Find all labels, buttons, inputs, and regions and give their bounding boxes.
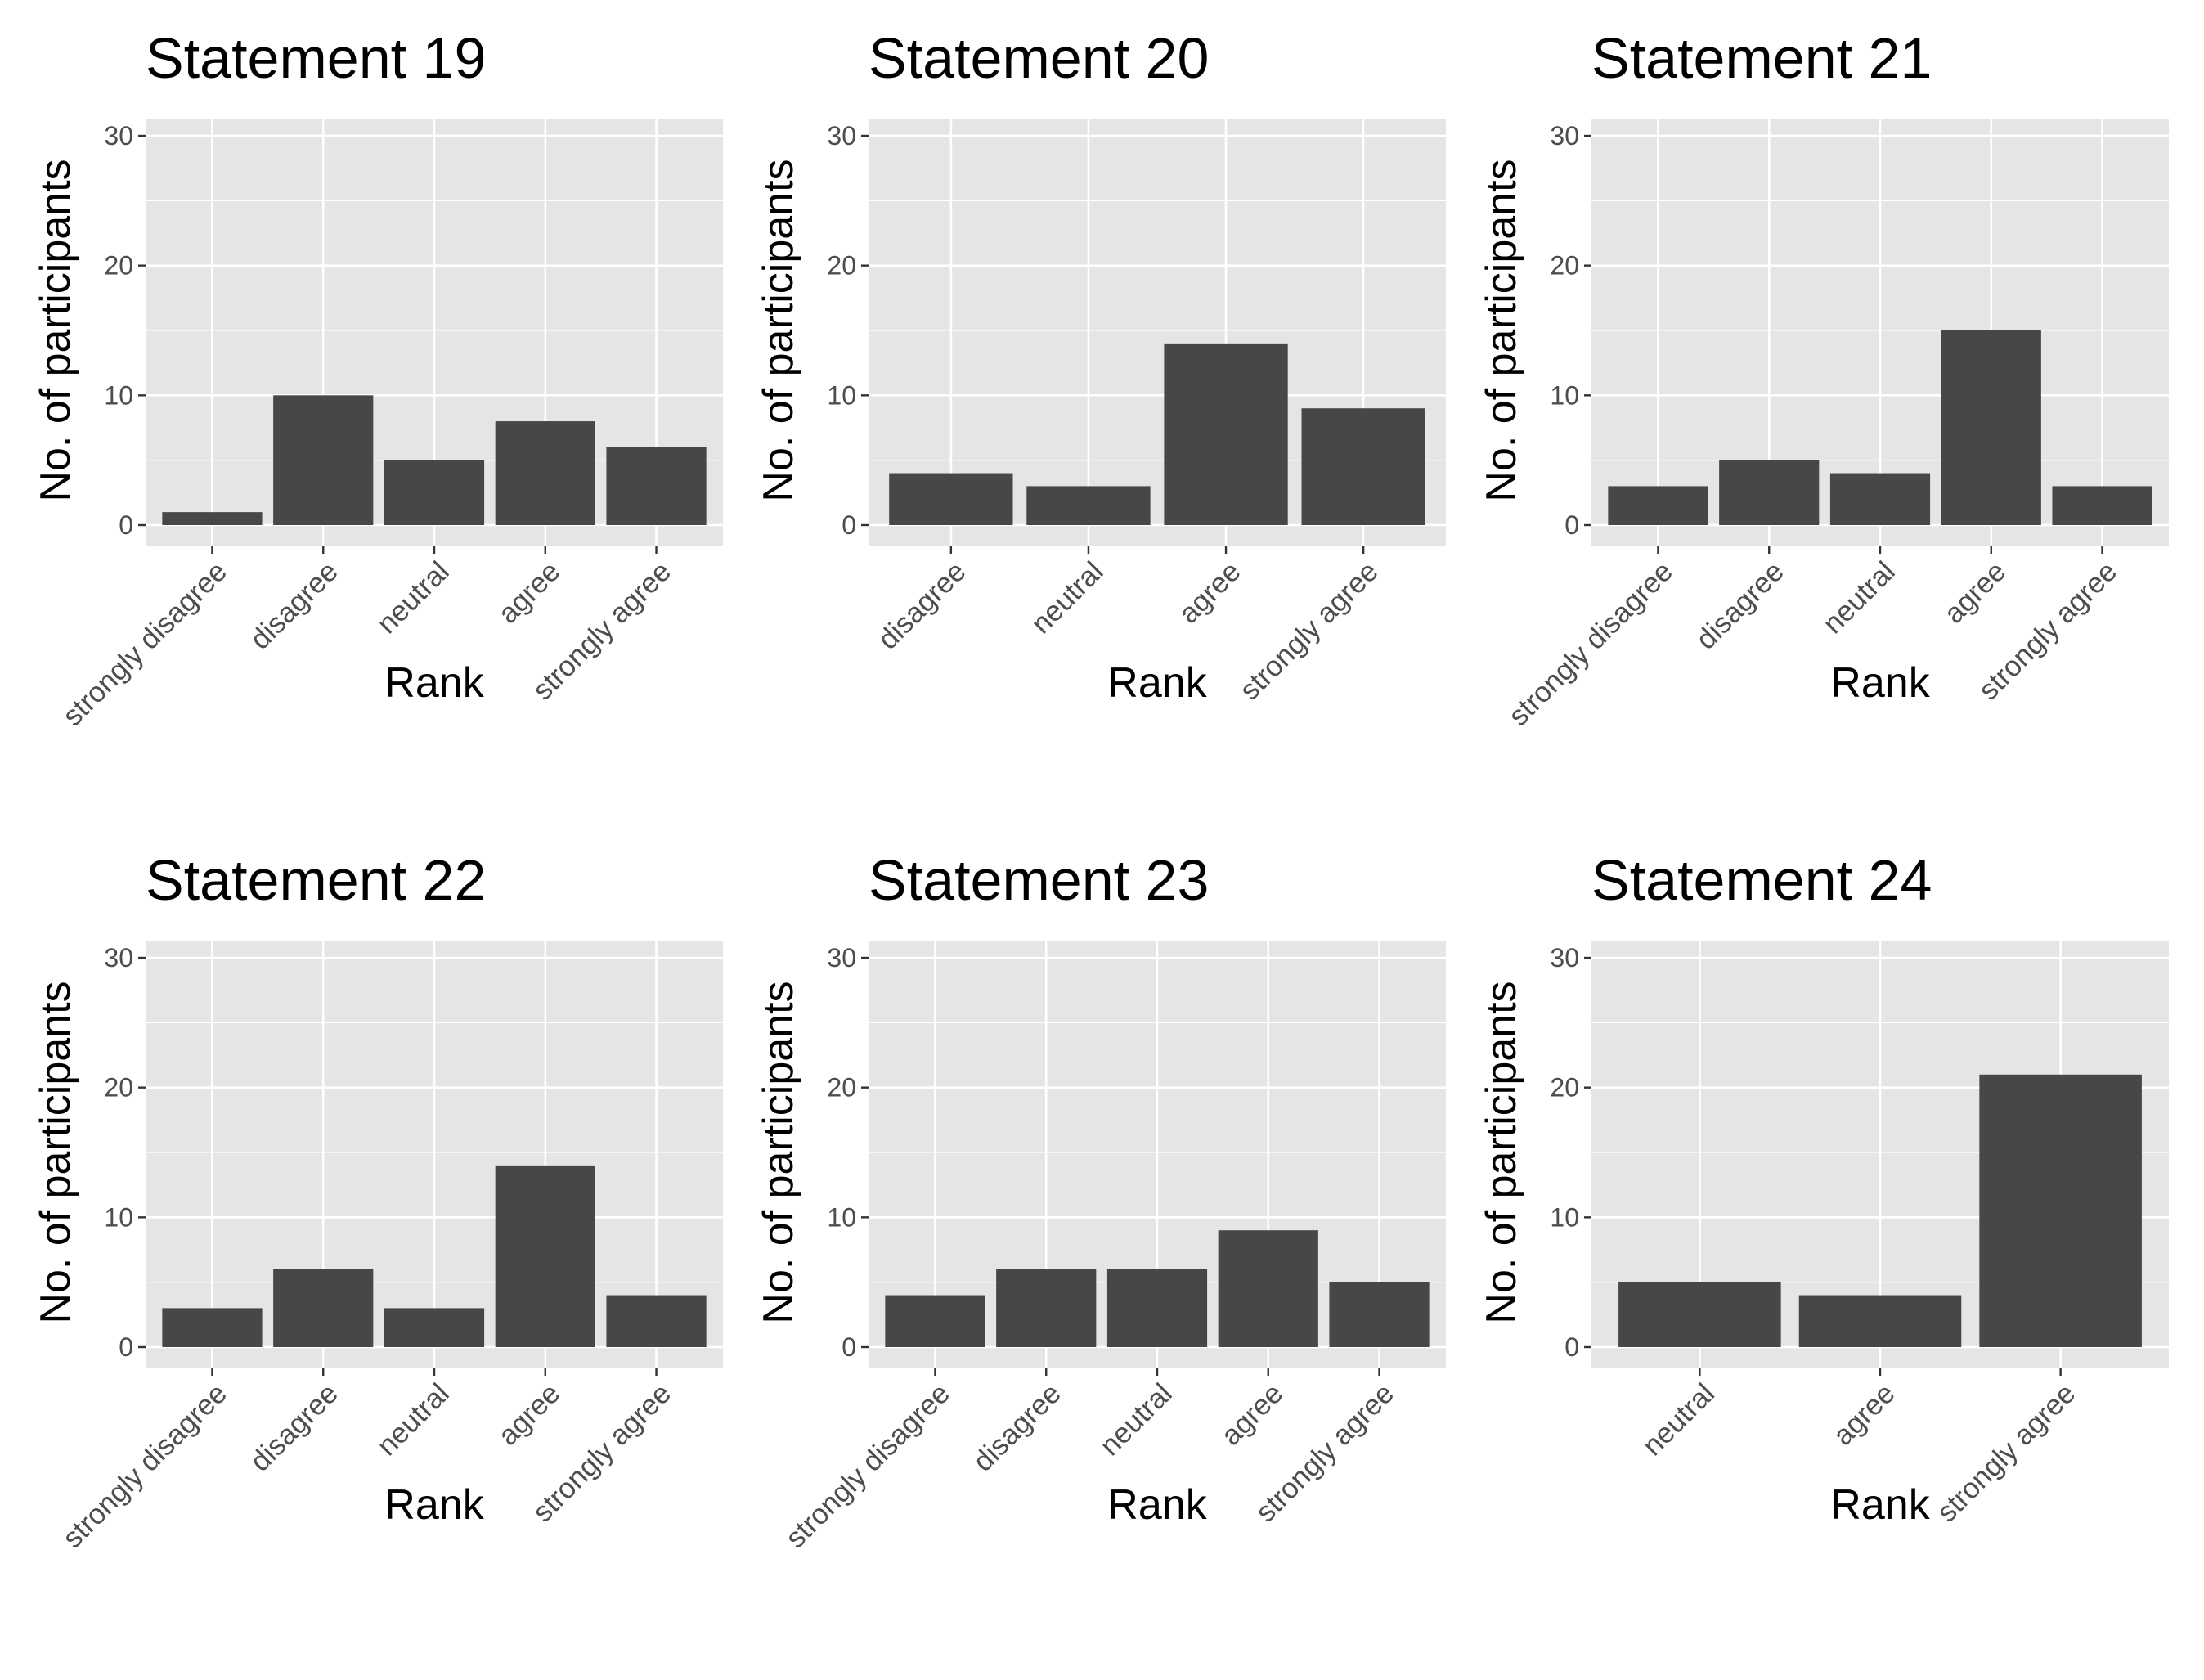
x-tick-label: disagree xyxy=(1690,555,1790,656)
x-tick-label: disagree xyxy=(967,1377,1067,1478)
y-tick-label: 20 xyxy=(1550,251,1579,281)
y-axis-title: No. of participants xyxy=(32,981,79,1323)
y-axis-title: No. of participants xyxy=(32,159,79,501)
chart-title: Statement 20 xyxy=(869,26,1209,90)
chart-title: Statement 19 xyxy=(146,26,486,90)
bar-strongly-disagree xyxy=(885,1295,985,1347)
x-axis-title: Rank xyxy=(1830,1481,1930,1529)
x-tick-label: agree xyxy=(1938,555,2013,630)
chart-panel-3: 0 10 20 30 strongly disagree disagree neutral a… xyxy=(1478,26,2169,732)
x-tick-label: neutral xyxy=(370,1377,455,1462)
bar-strongly-disagree xyxy=(162,1308,263,1347)
y-tick-label: 0 xyxy=(119,510,133,540)
y-axis-title: No. of participants xyxy=(755,981,802,1323)
y-tick-label: 10 xyxy=(827,1202,856,1232)
x-tick-label: disagree xyxy=(872,555,972,656)
bar-agree xyxy=(495,1165,595,1347)
bar-neutral xyxy=(1618,1282,1781,1347)
y-tick-label: 10 xyxy=(1550,1202,1579,1232)
bar-neutral xyxy=(1829,473,1931,525)
y-tick-label: 30 xyxy=(104,943,133,973)
chart-title: Statement 21 xyxy=(1591,26,1932,90)
x-tick-label: strongly agree xyxy=(1233,555,1384,706)
y-tick-label: 0 xyxy=(842,510,856,540)
x-tick-label: neutral xyxy=(370,555,455,640)
bar-neutral xyxy=(1026,486,1151,525)
y-tick-label: 10 xyxy=(104,380,133,410)
y-tick-label: 30 xyxy=(104,121,133,150)
x-tick-label: agree xyxy=(492,1377,567,1452)
x-tick-label: strongly disagree xyxy=(56,1377,233,1554)
bar-disagree xyxy=(889,473,1013,525)
y-tick-label: 0 xyxy=(1564,510,1579,540)
y-tick-label: 10 xyxy=(1550,380,1579,410)
chart-panel-5: 0 10 20 30 strongly disagree disagree neutral a… xyxy=(755,848,1446,1554)
bar-disagree xyxy=(273,1269,374,1347)
y-axis-title: No. of participants xyxy=(1478,159,1525,501)
bar-strongly-agree xyxy=(606,1295,707,1347)
bar-disagree xyxy=(996,1269,1097,1347)
x-tick-label: strongly disagree xyxy=(56,555,233,732)
bar-agree xyxy=(1798,1295,1962,1347)
bar-disagree xyxy=(1719,460,1820,525)
y-tick-label: 10 xyxy=(827,380,856,410)
x-tick-label: agree xyxy=(1827,1377,1901,1452)
bar-agree xyxy=(1941,330,2041,525)
y-tick-label: 30 xyxy=(1550,943,1579,973)
bar-neutral xyxy=(1106,1269,1208,1347)
chart-title: Statement 22 xyxy=(146,848,486,912)
y-tick-label: 20 xyxy=(104,1073,133,1103)
bar-agree xyxy=(1164,343,1288,525)
bar-strongly-agree xyxy=(606,447,707,525)
x-tick-label: disagree xyxy=(244,555,344,656)
x-tick-label: strongly agree xyxy=(1931,1377,2081,1528)
x-axis-title: Rank xyxy=(384,659,484,707)
bar-neutral xyxy=(384,1308,485,1347)
bar-agree xyxy=(495,421,595,525)
x-tick-label: agree xyxy=(1173,555,1247,630)
y-tick-label: 0 xyxy=(1564,1332,1579,1362)
chart-panel-6: 0 10 20 30 neutral agree strongly agree Stateme… xyxy=(1478,848,2169,1529)
chart-panel-4: 0 10 20 30 strongly disagree disagree neutral a… xyxy=(32,848,723,1554)
y-tick-label: 20 xyxy=(827,1073,856,1103)
bar-agree xyxy=(1218,1230,1318,1347)
bar-strongly-agree xyxy=(1329,1282,1430,1347)
x-tick-label: neutral xyxy=(1636,1377,1721,1462)
bar-strongly-agree xyxy=(2052,486,2152,525)
y-tick-label: 20 xyxy=(827,251,856,281)
x-axis-title: Rank xyxy=(1107,659,1207,707)
x-tick-label: neutral xyxy=(1025,555,1109,640)
y-tick-label: 30 xyxy=(827,121,856,150)
bar-strongly-disagree xyxy=(1608,486,1708,525)
bar-strongly-agree xyxy=(1979,1074,2142,1347)
chart-title: Statement 24 xyxy=(1591,848,1932,912)
x-axis-title: Rank xyxy=(384,1481,484,1529)
x-tick-label: strongly disagree xyxy=(1502,555,1679,732)
y-axis-title: No. of participants xyxy=(755,159,802,501)
y-axis-title: No. of participants xyxy=(1478,981,1525,1323)
y-tick-label: 30 xyxy=(1550,121,1579,150)
x-tick-label: disagree xyxy=(244,1377,344,1478)
chart-panel-1: 0 10 20 30 strongly disagree disagree neutral a… xyxy=(32,26,723,732)
bar-strongly-agree xyxy=(1301,408,1425,525)
x-tick-label: agree xyxy=(1215,1377,1290,1452)
y-tick-label: 20 xyxy=(104,251,133,281)
y-tick-label: 30 xyxy=(827,943,856,973)
bar-neutral xyxy=(384,460,485,525)
y-tick-label: 10 xyxy=(104,1202,133,1232)
chart-title: Statement 23 xyxy=(869,848,1209,912)
y-tick-label: 20 xyxy=(1550,1073,1579,1103)
bar-strongly-disagree xyxy=(162,512,263,525)
bar-disagree xyxy=(273,395,374,525)
x-axis-title: Rank xyxy=(1107,1481,1207,1529)
y-tick-label: 0 xyxy=(842,1332,856,1362)
x-tick-label: strongly disagree xyxy=(779,1377,956,1554)
x-tick-label: agree xyxy=(492,555,567,630)
x-axis-title: Rank xyxy=(1830,659,1930,707)
y-tick-label: 0 xyxy=(119,1332,133,1362)
x-tick-label: neutral xyxy=(1093,1377,1178,1462)
x-tick-label: neutral xyxy=(1816,555,1901,640)
